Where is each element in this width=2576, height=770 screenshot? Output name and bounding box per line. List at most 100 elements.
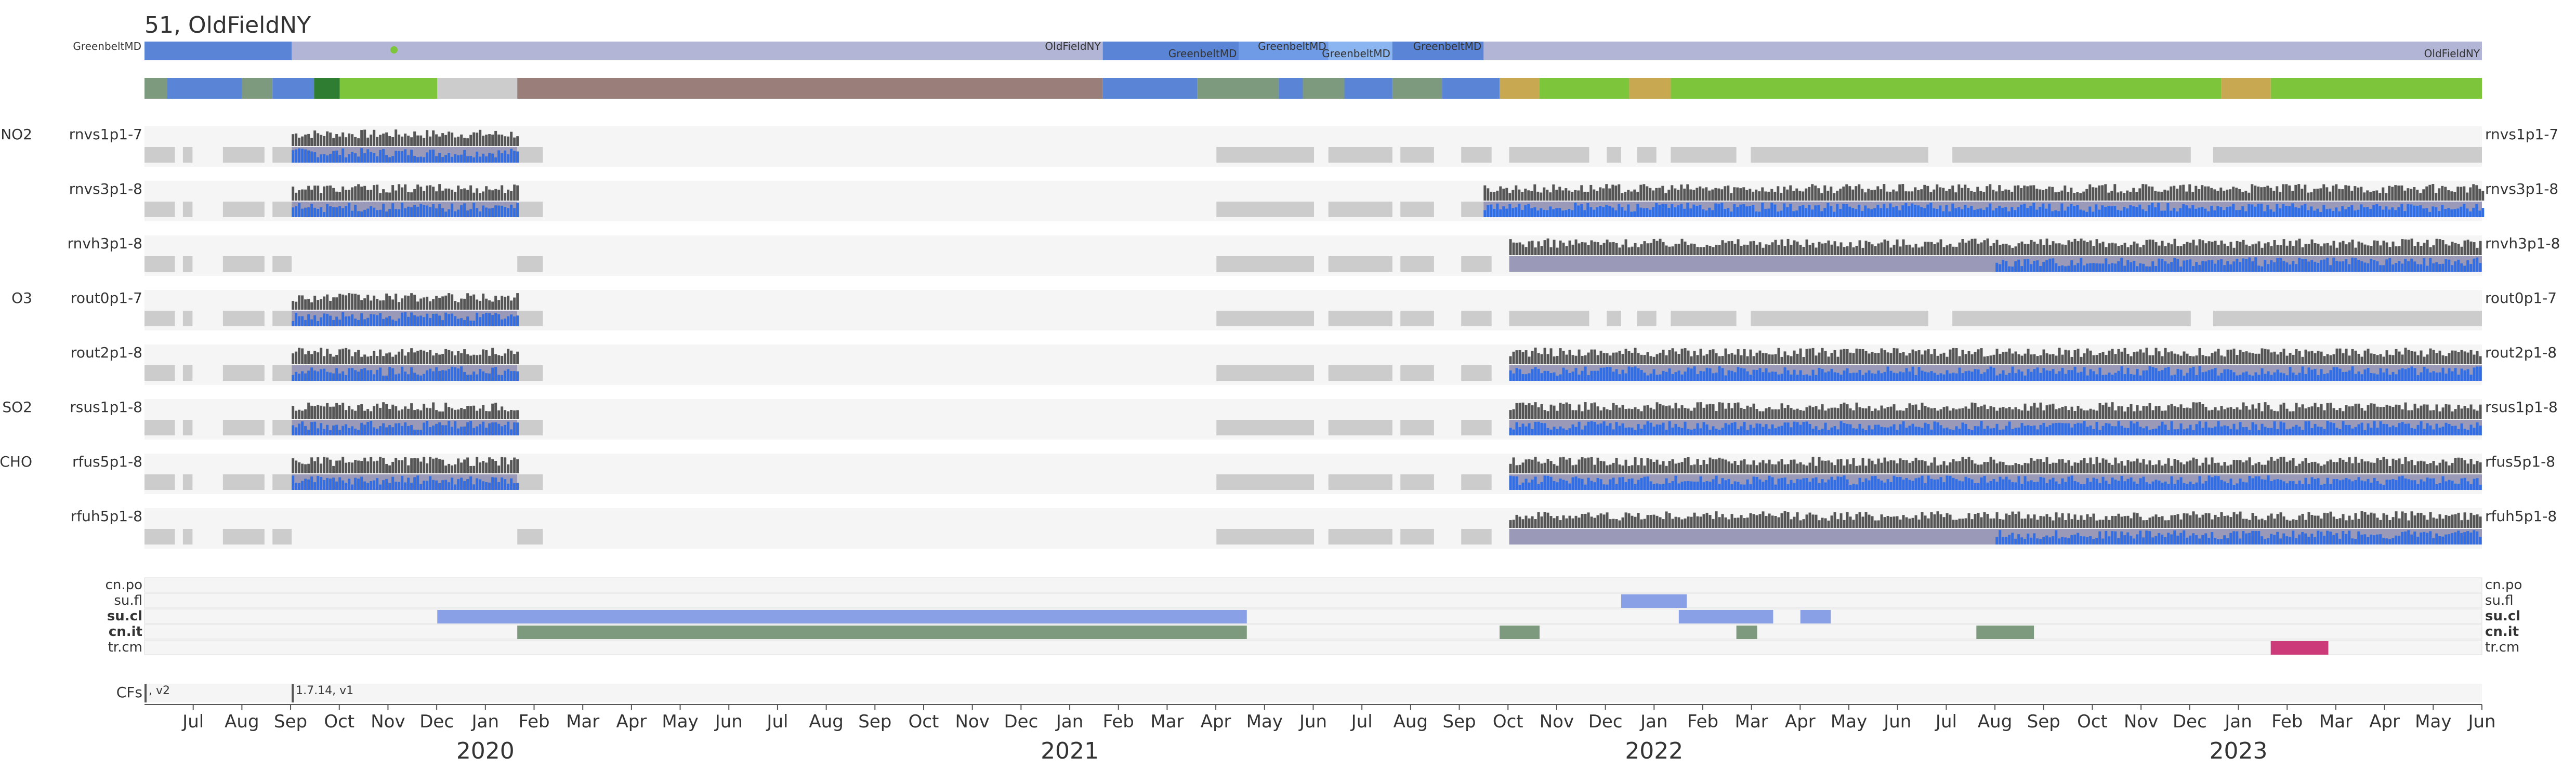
qa-spike <box>2179 266 2183 272</box>
qa-spike <box>1553 372 1556 381</box>
year-label: 2023 <box>2210 738 2268 764</box>
data-spike <box>2201 355 2204 364</box>
qa-spike <box>2229 429 2232 435</box>
qa-spike <box>460 154 463 163</box>
data-spike <box>2029 185 2032 201</box>
data-spike <box>2060 190 2064 201</box>
data-spike <box>357 460 360 473</box>
data-spike <box>2108 462 2111 473</box>
qa-spike <box>2251 530 2254 545</box>
qa-spike <box>2098 531 2101 545</box>
qa-spike <box>323 313 326 326</box>
data-spike <box>1805 407 1808 419</box>
qa-spike <box>2363 534 2367 545</box>
qa-spike <box>2397 207 2400 217</box>
qa-spike <box>466 479 469 490</box>
qa-spike <box>2189 481 2192 490</box>
flag-segment <box>1800 610 1831 623</box>
grey-coverage <box>144 474 175 490</box>
qa-spike <box>1702 209 1705 217</box>
data-spike <box>2067 410 2070 419</box>
data-spike <box>1637 353 1640 364</box>
data-spike <box>382 189 385 201</box>
qa-spike <box>2317 427 2320 435</box>
qa-spike <box>317 208 320 217</box>
qa-spike <box>491 367 494 381</box>
data-spike <box>416 409 419 419</box>
data-spike <box>2454 514 2457 528</box>
qa-spike <box>373 314 376 326</box>
data-spike <box>1659 238 1662 255</box>
qa-spike <box>2036 429 2039 435</box>
data-spike <box>2186 353 2189 364</box>
qa-spike <box>1942 374 1946 381</box>
data-spike <box>2276 245 2279 255</box>
data-spike <box>1951 185 1954 201</box>
qa-spike <box>2105 481 2108 490</box>
qa-spike <box>2148 366 2151 381</box>
data-spike <box>2033 460 2036 473</box>
data-spike <box>469 355 472 364</box>
qa-spike <box>2108 264 2111 272</box>
data-spike <box>516 351 519 364</box>
data-spike <box>376 137 379 146</box>
qa-spike <box>2348 264 2351 272</box>
data-spike <box>385 192 388 201</box>
qa-spike <box>2435 423 2438 435</box>
qa-spike <box>1830 206 1833 217</box>
qa-spike <box>373 427 376 435</box>
qa-spike <box>2251 422 2254 435</box>
data-spike <box>1737 402 1740 419</box>
data-spike <box>1976 187 1979 201</box>
qa-spike <box>2335 260 2338 272</box>
qa-spike <box>1949 475 1952 490</box>
grey-coverage <box>182 256 193 272</box>
qa-spike <box>2476 366 2479 381</box>
qa-spike <box>1899 424 1902 435</box>
qa-spike <box>2376 534 2379 545</box>
data-spike <box>2238 189 2241 201</box>
qa-spike <box>2279 258 2282 272</box>
qa-spike <box>457 209 460 217</box>
qa-spike <box>2067 476 2070 490</box>
qa-spike <box>2198 421 2201 435</box>
qa-spike <box>376 315 379 326</box>
data-spike <box>1602 407 1606 419</box>
data-spike <box>2351 463 2354 473</box>
data-spike <box>1967 351 1970 364</box>
data-spike <box>1712 519 1715 528</box>
data-spike <box>2207 513 2211 528</box>
data-spike <box>1684 458 1687 473</box>
qa-spike <box>1833 372 1836 381</box>
qa-spike <box>2139 427 2142 435</box>
qa-spike <box>1524 426 1528 435</box>
qa-spike <box>2011 482 2014 490</box>
status-segment <box>1540 78 1629 99</box>
data-spike <box>1668 460 1671 473</box>
qa-spike <box>2192 533 2195 545</box>
qa-spike <box>2083 484 2086 490</box>
data-spike <box>513 297 516 310</box>
data-spike <box>413 295 416 310</box>
data-spike <box>507 189 510 201</box>
data-spike <box>1998 185 2001 201</box>
qa-spike <box>1508 204 1512 217</box>
qa-spike <box>2423 258 2426 272</box>
qa-spike <box>2420 372 2423 381</box>
data-spike <box>2080 515 2083 528</box>
qa-spike <box>2226 483 2229 490</box>
data-spike <box>451 408 454 419</box>
qa-spike <box>360 476 363 490</box>
data-spike <box>2061 513 2064 528</box>
qa-spike <box>2254 257 2257 272</box>
data-spike <box>2338 189 2341 201</box>
data-spike <box>1502 189 1505 201</box>
qa-spike <box>335 424 338 435</box>
data-spike <box>1531 241 1534 255</box>
data-spike <box>1870 190 1873 201</box>
data-spike <box>2444 515 2448 528</box>
data-spike <box>363 410 366 419</box>
status-segment <box>144 78 167 99</box>
data-spike <box>1876 186 1880 201</box>
data-spike <box>1933 408 1936 419</box>
